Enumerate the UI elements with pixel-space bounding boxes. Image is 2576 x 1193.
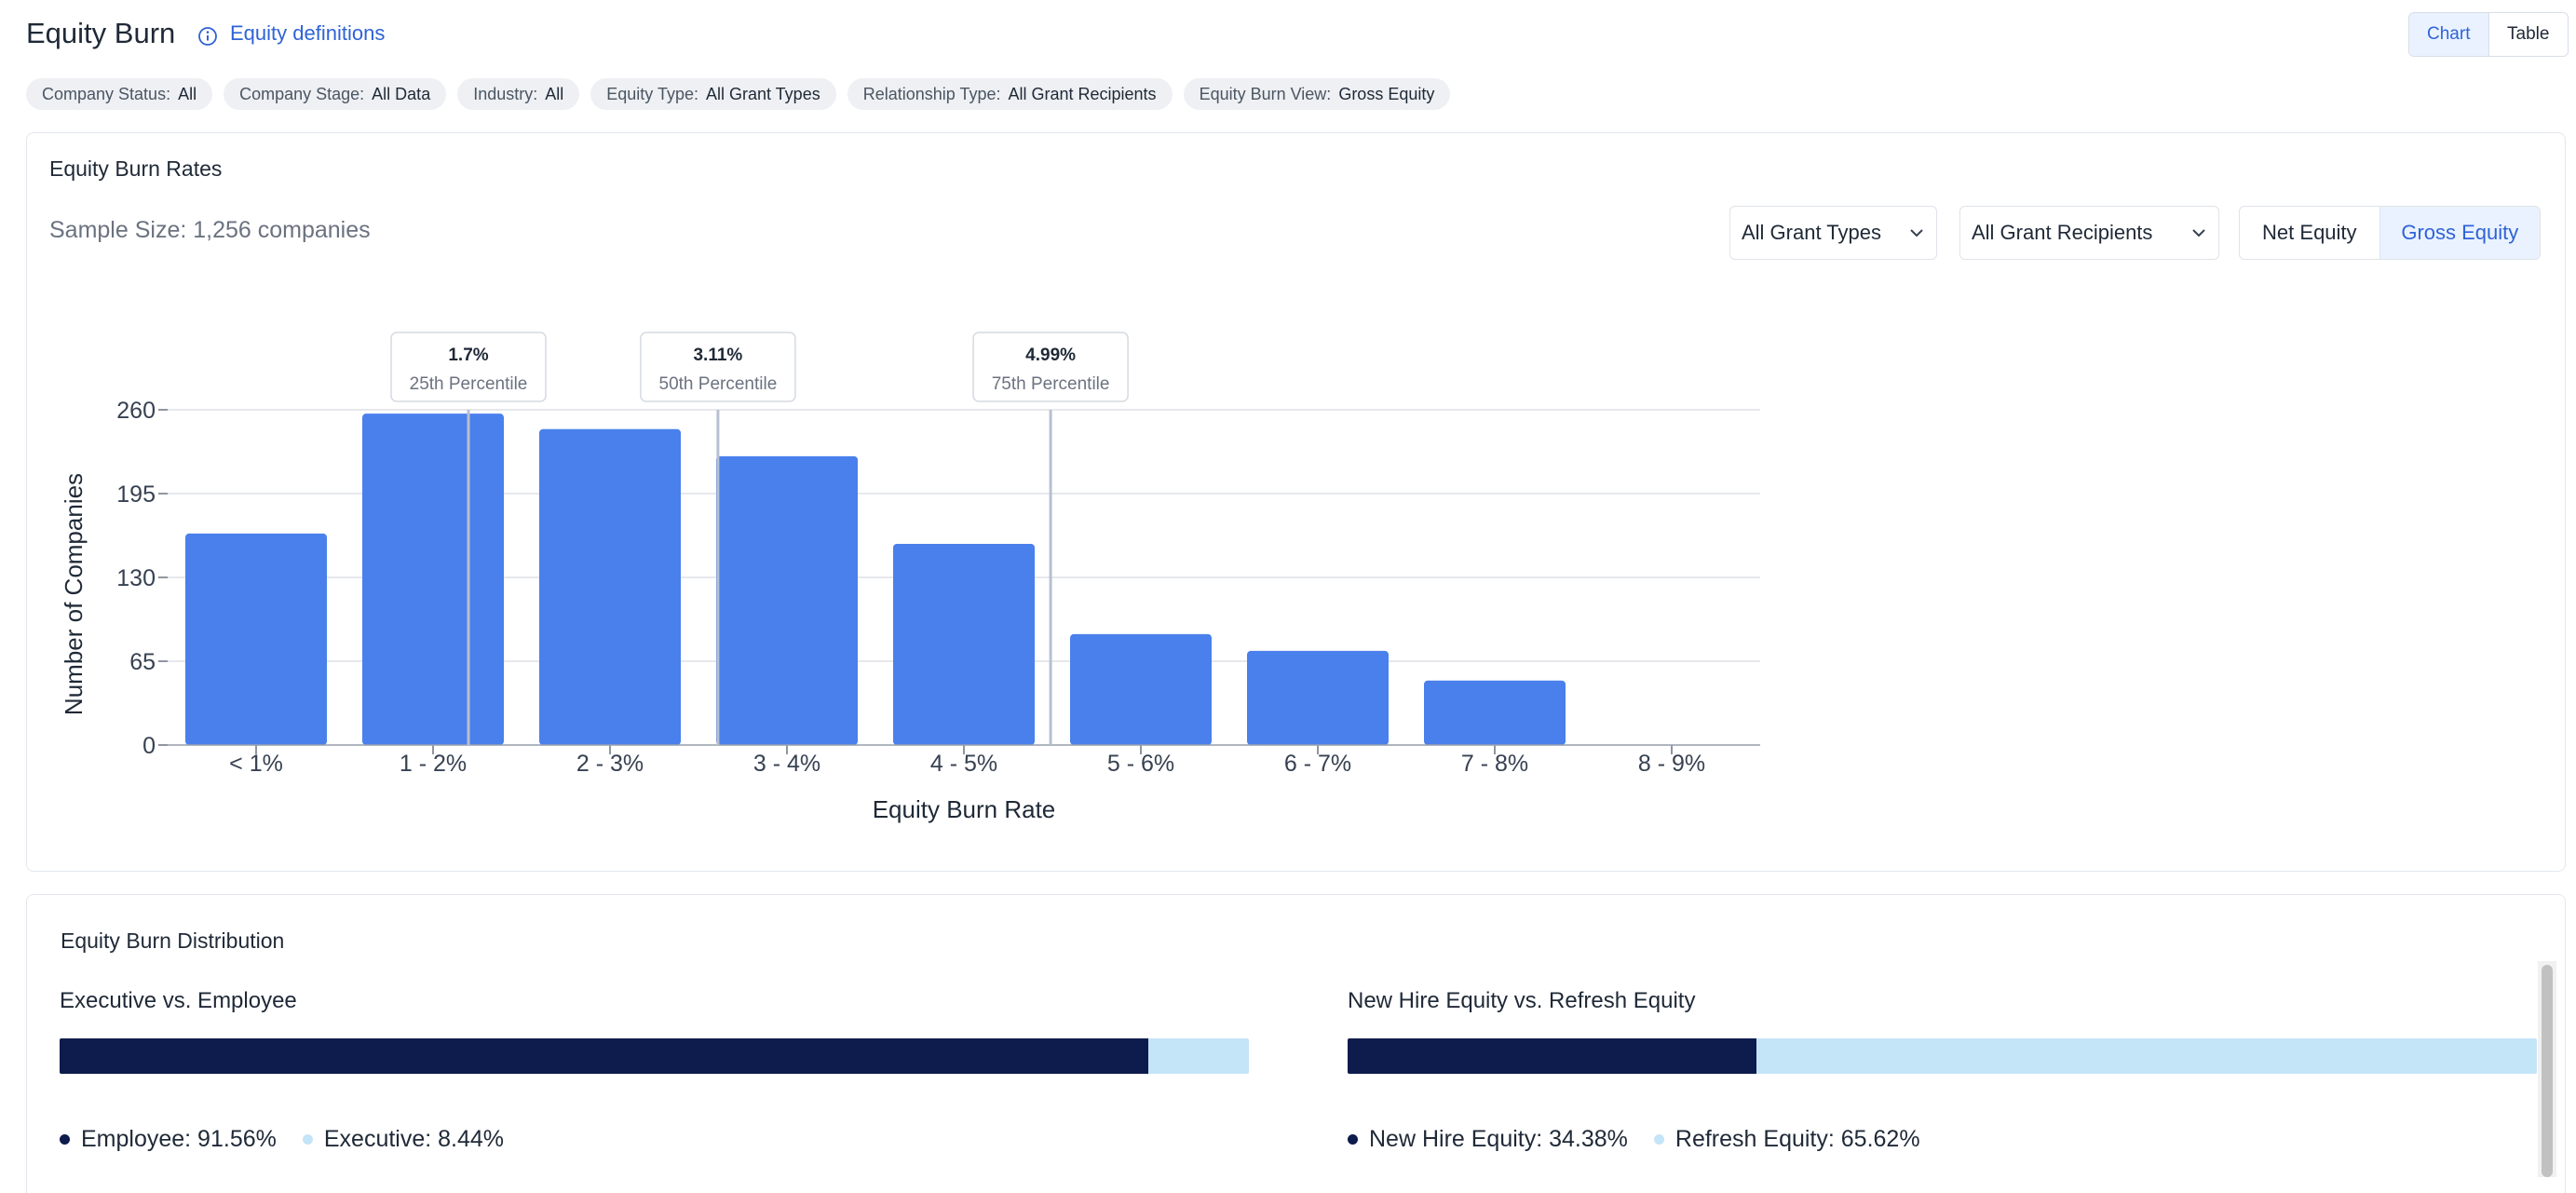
filter-chip-burn-view[interactable]: Equity Burn View: Gross Equity [1183, 78, 1451, 110]
employee-legend-label: Employee: 91.56% [81, 1126, 277, 1152]
equity-definitions-link[interactable]: Equity definitions [230, 21, 386, 45]
chevron-down-icon [1910, 229, 1923, 237]
grant-type-select[interactable]: All Grant Types [1729, 206, 1937, 260]
newhire-vs-refresh-title: New Hire Equity vs. Refresh Equity [1348, 988, 1696, 1013]
equity-burn-rates-card: Equity Burn Rates Sample Size: 1,256 com… [26, 132, 2566, 872]
filter-value: All [178, 84, 197, 103]
chevron-down-icon [2192, 229, 2205, 237]
refresh-legend-label: Refresh Equity: 65.62% [1674, 1126, 1920, 1152]
executive-legend-label: Executive: 8.44% [323, 1126, 505, 1152]
gross-equity-button[interactable]: Gross Equity [2379, 207, 2540, 259]
scrollbar-thumb[interactable] [2542, 965, 2553, 1177]
new-hire-legend-label: New Hire Equity: 34.38% [1369, 1126, 1628, 1152]
filter-chip-relationship-type[interactable]: Relationship Type: All Grant Recipients [847, 78, 1173, 110]
refresh-dot [1653, 1134, 1664, 1145]
exec-vs-employee-legend: Employee: 91.56% Executive: 8.44% [60, 1126, 504, 1153]
filter-chip-company-stage[interactable]: Company Stage: All Data [224, 78, 447, 110]
filter-value: All Grant Recipients [1008, 84, 1157, 103]
net-equity-button[interactable]: Net Equity [2262, 221, 2357, 244]
recipient-select-value: All Grant Recipients [1972, 221, 2153, 244]
employee-dot [60, 1134, 70, 1145]
executive-dot [302, 1134, 313, 1145]
distribution-card-title: Equity Burn Distribution [61, 929, 285, 953]
filter-label: Company Status: [42, 84, 171, 103]
filter-label: Equity Burn View: [1199, 84, 1332, 103]
chart-view-button[interactable]: Chart [2409, 13, 2489, 56]
exec-vs-employee-title: Executive vs. Employee [60, 988, 297, 1013]
filter-value: All Grant Types [705, 84, 820, 103]
filter-chip-company-status[interactable]: Company Status: All [26, 78, 213, 110]
new-hire-dot [1348, 1134, 1358, 1145]
filter-value: All [545, 84, 564, 103]
exec-vs-employee-bar [60, 1038, 1249, 1074]
filter-label: Equity Type: [606, 84, 698, 103]
filter-chip-equity-type[interactable]: Equity Type: All Grant Types [590, 78, 836, 110]
filter-value: Gross Equity [1338, 84, 1435, 103]
sample-size: Sample Size: 1,256 companies [49, 217, 371, 243]
filter-label: Company Stage: [239, 84, 365, 103]
filter-chip-industry[interactable]: Industry: All [457, 78, 580, 110]
new-hire-segment [1348, 1038, 1757, 1074]
scrollbar[interactable] [2538, 961, 2556, 1177]
grant-type-select-value: All Grant Types [1742, 221, 1881, 244]
view-toggle: Chart Table [2408, 12, 2569, 57]
recipient-select[interactable]: All Grant Recipients [1959, 206, 2219, 260]
newhire-vs-refresh-bar [1348, 1038, 2537, 1074]
info-icon[interactable] [197, 25, 219, 47]
table-view-button[interactable]: Table [2507, 24, 2550, 44]
newhire-vs-refresh-legend: New Hire Equity: 34.38% Refresh Equity: … [1348, 1126, 1920, 1153]
filter-label: Industry: [473, 84, 538, 103]
rates-card-title: Equity Burn Rates [49, 156, 223, 181]
filter-label: Relationship Type: [862, 84, 1001, 103]
filter-value: All Data [372, 84, 431, 103]
equity-toggle: Net Equity Gross Equity [2239, 206, 2541, 260]
filter-chips: Company Status: All Company Stage: All Dat… [26, 78, 1451, 110]
page-title: Equity Burn [26, 17, 176, 49]
employee-segment [60, 1038, 1149, 1074]
